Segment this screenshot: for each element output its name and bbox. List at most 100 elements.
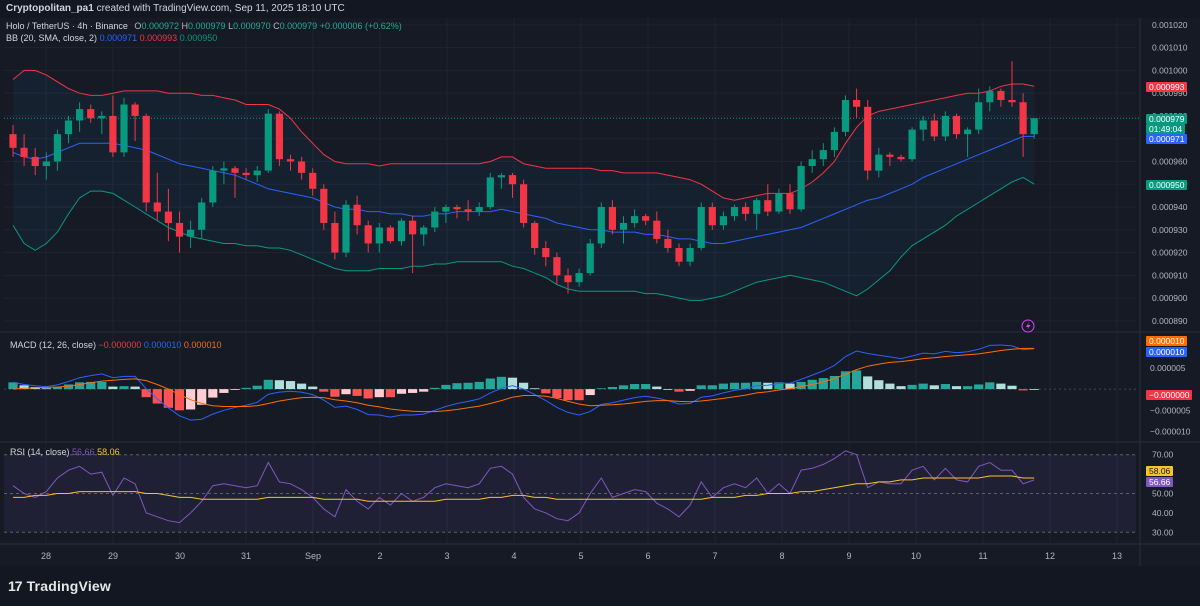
candle-body xyxy=(187,229,195,237)
candle-body xyxy=(786,193,794,210)
rsi-ma-tag: 58.06 xyxy=(1146,466,1174,476)
tradingview-logo[interactable]: 17 TradingView xyxy=(8,578,111,594)
candle-body xyxy=(31,156,39,167)
macd-histogram-bar xyxy=(641,384,651,390)
macd-histogram-bar xyxy=(796,381,806,390)
candle xyxy=(187,220,195,249)
candle xyxy=(198,197,206,239)
candle xyxy=(531,220,539,255)
candle-body xyxy=(919,120,927,130)
macd-histogram-bar xyxy=(308,386,318,390)
macd-histogram-bar xyxy=(197,389,207,405)
candle-body xyxy=(1008,99,1016,103)
macd-histogram-bar xyxy=(208,389,218,398)
candle xyxy=(131,102,139,141)
high-value: 0.000979 xyxy=(188,21,226,31)
rsi-tag: 56.66 xyxy=(1146,477,1174,487)
time-axis-tick: 9 xyxy=(846,551,851,561)
macd-histogram-bar xyxy=(19,385,29,390)
candle-body xyxy=(775,193,783,212)
price-axis-tick: 0.000940 xyxy=(1152,202,1188,212)
lightning-icon-bolt xyxy=(1026,322,1031,330)
candle-body xyxy=(908,129,916,160)
candle-body xyxy=(564,275,572,283)
macd-histogram-bar xyxy=(441,384,451,390)
candle xyxy=(786,184,794,214)
candle xyxy=(708,202,716,230)
candle-body xyxy=(364,225,372,244)
attribution-bar: Cryptopolitan_pa1 created with TradingVi… xyxy=(0,0,1200,18)
candle-body xyxy=(264,113,272,171)
price-axis-tick: 0.001000 xyxy=(1152,65,1188,75)
candle xyxy=(175,211,184,253)
candle-body xyxy=(242,172,250,176)
price-chart[interactable]: 0.0010200.0010100.0010000.0009900.000980… xyxy=(0,0,1200,566)
candle xyxy=(586,238,594,276)
candle xyxy=(1030,118,1038,139)
macd-histogram-bar xyxy=(263,379,273,390)
candle xyxy=(664,229,672,253)
macd-axis-tick: −0.000010 xyxy=(1150,427,1191,437)
macd-histogram-bar xyxy=(352,389,362,396)
time-axis-tick: 31 xyxy=(241,551,251,561)
macd-histogram-bar xyxy=(297,383,307,390)
candle-body xyxy=(975,102,983,130)
macd-histogram-bar xyxy=(75,382,85,390)
macd-histogram-bar xyxy=(119,386,129,390)
macd-histogram-bar xyxy=(652,386,662,390)
candle-body xyxy=(986,90,994,103)
macd-histogram-bar xyxy=(152,389,162,404)
candle-body xyxy=(286,159,295,162)
time-axis-tick: 4 xyxy=(511,551,516,561)
macd-histogram-bar xyxy=(41,388,51,390)
candle-body xyxy=(742,207,750,214)
candle xyxy=(919,115,927,141)
candle xyxy=(753,197,761,230)
bb-basis-tag: 0.000971 xyxy=(1146,134,1188,144)
candle-body xyxy=(231,168,239,173)
rsi-value: 56.66 xyxy=(72,447,95,457)
macd-histogram-bar xyxy=(408,389,418,393)
candle xyxy=(886,152,894,167)
macd-histogram-bar xyxy=(630,384,640,390)
time-axis-tick: 5 xyxy=(578,551,583,561)
candle-body xyxy=(597,207,605,244)
macd-histogram-bar xyxy=(319,389,329,392)
candle-body xyxy=(853,99,861,107)
macd-line-tag: 0.000010 xyxy=(1146,347,1188,357)
macd-histogram-bar xyxy=(1029,389,1039,390)
rsi-axis-tick: 70.00 xyxy=(1152,450,1174,460)
time-axis-tick: 13 xyxy=(1112,551,1122,561)
candle xyxy=(364,220,372,253)
macd-histogram-bar xyxy=(530,388,540,390)
time-axis-tick: 8 xyxy=(779,551,784,561)
rsi-axis-tick: 40.00 xyxy=(1152,508,1174,518)
macd-histogram-bar xyxy=(163,389,173,408)
macd-histogram-bar xyxy=(741,382,751,390)
candle xyxy=(941,111,949,141)
time-axis-tick: Sep xyxy=(305,551,321,561)
macd-histogram-bar xyxy=(1018,389,1028,391)
candle xyxy=(409,216,417,274)
macd-histogram-bar xyxy=(940,384,950,390)
macd-signal-line xyxy=(12,347,1035,413)
macd-axis-tick: 0.000005 xyxy=(1150,363,1186,373)
tradingview-mark-icon: 17 xyxy=(8,578,23,594)
candle xyxy=(486,172,494,210)
candle-body xyxy=(697,207,705,249)
time-axis-tick: 7 xyxy=(712,551,717,561)
candle-body xyxy=(719,216,727,226)
macd-histogram-bar xyxy=(108,386,118,390)
candle-body xyxy=(808,159,816,167)
candle xyxy=(764,184,772,217)
candle-body xyxy=(1030,118,1038,135)
macd-histogram-bar xyxy=(219,389,229,393)
candle-body xyxy=(20,147,28,157)
macd-histogram-bar xyxy=(396,389,407,394)
author-name: Cryptopolitan_pa1 xyxy=(6,3,94,14)
macd-histogram-bar xyxy=(885,383,895,390)
close-label: C xyxy=(273,21,280,31)
candle xyxy=(342,200,350,258)
candle xyxy=(575,268,583,287)
macd-histogram-bar xyxy=(130,386,140,390)
